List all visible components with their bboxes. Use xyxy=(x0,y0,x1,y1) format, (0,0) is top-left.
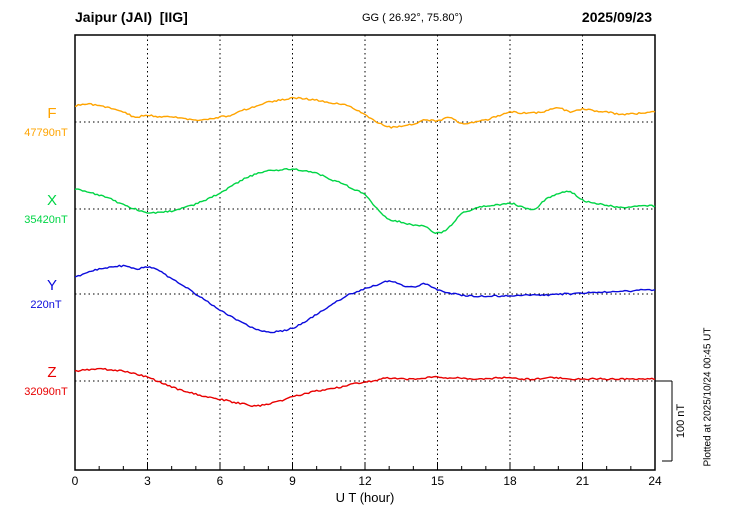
series-letter-X: X xyxy=(46,192,58,209)
series-baseline-value-F: 47790nT xyxy=(24,127,68,139)
x-tick-label-21: 21 xyxy=(575,474,590,488)
trace-Y xyxy=(74,264,655,334)
series-baseline-value-Y: 220nT xyxy=(30,299,62,311)
x-axis-label: U T (hour) xyxy=(335,490,395,505)
station-title: Jaipur (JAI) [IIG] xyxy=(75,9,188,25)
x-tick-label-0: 0 xyxy=(71,474,79,488)
plot-border xyxy=(74,34,656,471)
series-letter-Y: Y xyxy=(46,277,58,294)
series-letter-Z: Z xyxy=(47,364,57,381)
x-tick-label-24: 24 xyxy=(648,474,662,488)
x-tick-label-6: 6 xyxy=(216,474,224,488)
trace-X xyxy=(74,167,656,235)
x-tick-label-15: 15 xyxy=(430,474,445,488)
series-baseline-value-Z: 32090nT xyxy=(24,386,68,398)
scale-bar-label: 100 nT xyxy=(675,403,687,439)
series-letter-F: F xyxy=(47,105,57,122)
series-baseline-value-X: 35420nT xyxy=(24,214,68,226)
x-tick-label-18: 18 xyxy=(503,474,517,488)
plot-date: 2025/09/23 xyxy=(581,9,652,25)
x-tick-label-3: 3 xyxy=(144,474,151,488)
plotted-timestamp: Plotted at 2025/10/24 00:45 UT xyxy=(702,327,714,467)
trace-Z xyxy=(74,367,656,408)
x-tick-label-12: 12 xyxy=(358,474,372,488)
trace-F xyxy=(75,96,656,129)
x-tick-label-9: 9 xyxy=(289,474,296,488)
gg-coordinates: GG ( 26.92°, 75.80°) xyxy=(362,12,463,24)
